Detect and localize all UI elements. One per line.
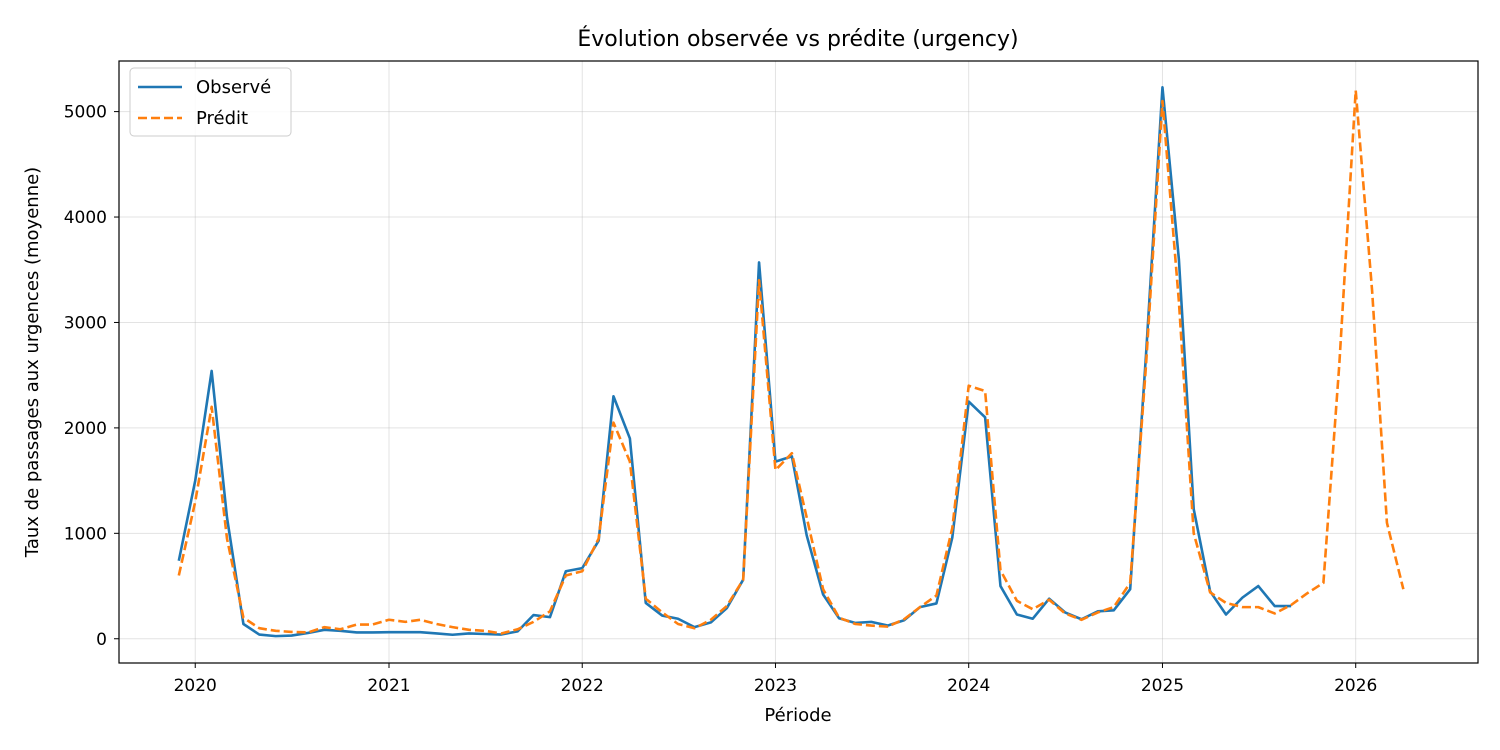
x-tick-label: 2021 xyxy=(367,676,410,696)
y-axis: 0 1000 2000 3000 4000 5000 xyxy=(64,103,119,650)
legend-label: Prédit xyxy=(196,108,248,129)
grid xyxy=(119,61,1478,663)
y-tick-label: 4000 xyxy=(64,208,107,228)
x-axis: 2020 2021 2022 2023 2024 2025 2026 xyxy=(174,663,1377,696)
y-tick-label: 0 xyxy=(96,630,107,650)
x-tick-label: 2020 xyxy=(174,676,217,696)
x-tick-label: 2022 xyxy=(561,676,604,696)
chart-title: Évolution observée vs prédite (urgency) xyxy=(577,26,1018,52)
x-tick-label: 2025 xyxy=(1141,676,1184,696)
y-axis-title: Taux de passages aux urgences (moyenne) xyxy=(22,167,43,558)
y-tick-label: 5000 xyxy=(64,103,107,123)
legend: Observé Prédit xyxy=(129,67,292,137)
legend-label: Observé xyxy=(196,77,271,98)
x-axis-title: Période xyxy=(764,705,831,726)
y-tick-label: 3000 xyxy=(64,313,107,333)
series-group xyxy=(177,86,1405,638)
x-tick-label: 2023 xyxy=(754,676,797,696)
y-tick-label: 2000 xyxy=(64,419,107,439)
x-tick-label: 2024 xyxy=(947,676,990,696)
series-line-predicted xyxy=(177,89,1405,635)
y-tick-label: 1000 xyxy=(64,524,107,544)
series-line-observed xyxy=(177,86,1292,638)
x-tick-label: 2026 xyxy=(1334,676,1377,696)
plot-frame xyxy=(118,60,1479,664)
